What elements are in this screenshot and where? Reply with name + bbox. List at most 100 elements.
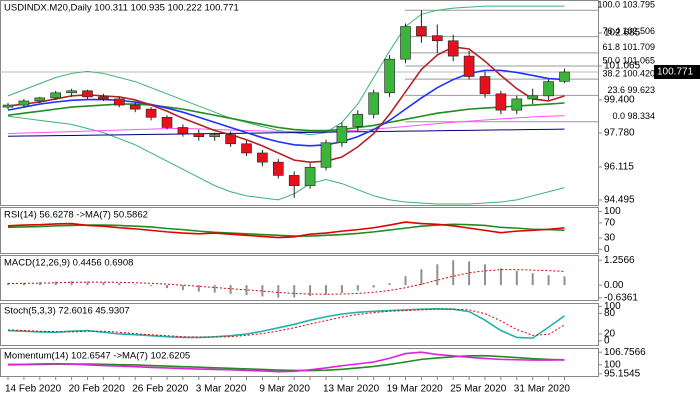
indicator-line bbox=[7, 308, 565, 339]
histogram-bar bbox=[531, 273, 534, 286]
x-tick-label: 19 Mar 2020 bbox=[387, 384, 444, 395]
histogram-bar bbox=[452, 260, 455, 286]
candle-body bbox=[447, 40, 459, 57]
histogram-bar bbox=[515, 270, 518, 286]
indicator-line bbox=[7, 223, 565, 237]
candle-body bbox=[272, 161, 284, 176]
candle-body bbox=[479, 76, 491, 95]
x-tick-label: 31 Mar 2020 bbox=[514, 384, 571, 395]
panel-frame bbox=[0, 255, 599, 301]
y-tick-label: 0.00 bbox=[604, 280, 624, 291]
panel-title: RSI(14) 56.6278 ->MA(7) 50.5862 bbox=[4, 210, 148, 221]
y-tick-label: 80 bbox=[604, 308, 616, 319]
y-tick-label: 94.495 bbox=[604, 195, 635, 206]
histogram-bar bbox=[245, 285, 248, 296]
histogram-bar bbox=[277, 285, 280, 298]
candle-body bbox=[225, 134, 236, 145]
candle-body bbox=[559, 71, 570, 82]
price-box bbox=[654, 64, 700, 79]
histogram-bar bbox=[325, 285, 327, 295]
histogram-bar bbox=[229, 285, 232, 294]
y-tick-label: 0 bbox=[604, 244, 610, 255]
histogram-bar bbox=[356, 285, 359, 291]
y-tick-label: 95.1545 bbox=[604, 368, 641, 379]
histogram-bar bbox=[388, 283, 391, 286]
histogram-bar bbox=[340, 285, 343, 294]
x-tick-label: 26 Feb 2020 bbox=[132, 384, 189, 395]
candle-body bbox=[304, 166, 316, 186]
y-tick-label: 100 bbox=[604, 359, 621, 370]
histogram-bar bbox=[134, 284, 137, 286]
indicator-line bbox=[7, 46, 565, 163]
candle-body bbox=[161, 116, 173, 128]
panel-title: Stoch(5,3,3) 72.6016 45.9307 bbox=[4, 306, 130, 317]
panel-plot bbox=[0, 5, 598, 205]
candle-body bbox=[543, 81, 554, 97]
candle-body bbox=[18, 100, 30, 106]
candle-body bbox=[400, 26, 411, 60]
candle-body bbox=[336, 126, 348, 144]
candle-body bbox=[209, 134, 220, 137]
x-tick-label: 25 Mar 2020 bbox=[450, 384, 507, 395]
y-tick-label: 100 bbox=[604, 301, 621, 312]
y-tick-label: 100 bbox=[604, 206, 621, 217]
histogram-bar bbox=[86, 281, 89, 286]
histogram-bar bbox=[309, 285, 312, 297]
y-tick-label: 0 bbox=[604, 336, 610, 347]
panel-frame bbox=[0, 348, 599, 377]
histogram-bar bbox=[166, 285, 168, 289]
indicator-line bbox=[7, 115, 565, 135]
histogram-bar bbox=[293, 285, 296, 298]
histogram-bar bbox=[102, 282, 105, 286]
candle-body bbox=[2, 104, 14, 108]
histogram-bar bbox=[7, 283, 9, 286]
histogram-bar bbox=[38, 282, 41, 286]
y-tick-label: -0.6361 bbox=[604, 292, 638, 303]
y-tick-label: 96.115 bbox=[604, 162, 634, 173]
y-tick-label: 97.780 bbox=[604, 128, 635, 139]
x-tick-label: 14 Feb 2020 bbox=[5, 384, 62, 395]
panel-plot bbox=[7, 221, 565, 239]
candle-body bbox=[527, 95, 539, 100]
candle-body bbox=[495, 93, 507, 111]
histogram-bar bbox=[484, 264, 486, 286]
panel-frame bbox=[0, 207, 599, 254]
y-tick-label: 102.685 bbox=[604, 28, 641, 39]
histogram-bar bbox=[213, 285, 216, 293]
candle-body bbox=[98, 96, 109, 100]
candle-body bbox=[177, 127, 189, 134]
candle-body bbox=[257, 152, 268, 163]
fibo-label: 38.2 100.420 bbox=[602, 69, 655, 79]
histogram-bar bbox=[70, 281, 73, 286]
candle-body bbox=[66, 90, 77, 94]
candle-body bbox=[463, 55, 475, 77]
histogram-bar bbox=[499, 268, 502, 286]
candle-body bbox=[114, 98, 125, 106]
x-tick-label: 3 Mar 2020 bbox=[196, 384, 247, 395]
indicator-line bbox=[7, 308, 565, 338]
candle-body bbox=[129, 104, 141, 110]
histogram-bar bbox=[197, 285, 200, 292]
panel-plot bbox=[7, 308, 565, 339]
indicator-line bbox=[7, 221, 565, 239]
fibo-label: 100.0 103.795 bbox=[597, 0, 655, 10]
y-tick-label: 20 bbox=[604, 329, 616, 340]
candle-body bbox=[320, 142, 332, 168]
indicator-line bbox=[7, 102, 565, 132]
y-tick-label: 1.2566 bbox=[604, 255, 635, 266]
candle-body bbox=[511, 98, 523, 111]
panel-title: USDINDX.M20,Daily 100.311 100.935 100.22… bbox=[4, 3, 239, 14]
price-label: 100.771 bbox=[657, 67, 694, 78]
candle-body bbox=[34, 97, 46, 102]
fibo-label: 76.4 102.506 bbox=[602, 26, 655, 36]
histogram-bar bbox=[420, 269, 423, 286]
x-tick-label: 9 Mar 2020 bbox=[259, 384, 310, 395]
candle-body bbox=[431, 35, 443, 42]
histogram-bar bbox=[563, 276, 566, 286]
y-tick-label: 106.7566 bbox=[604, 347, 646, 358]
fibo-label: 61.8 101.709 bbox=[602, 42, 655, 52]
histogram-bar bbox=[118, 283, 121, 286]
panel-plot bbox=[7, 260, 566, 298]
histogram-bar bbox=[468, 261, 471, 286]
panel-title: MACD(12,26,9) 0.4456 0.6908 bbox=[4, 258, 133, 269]
